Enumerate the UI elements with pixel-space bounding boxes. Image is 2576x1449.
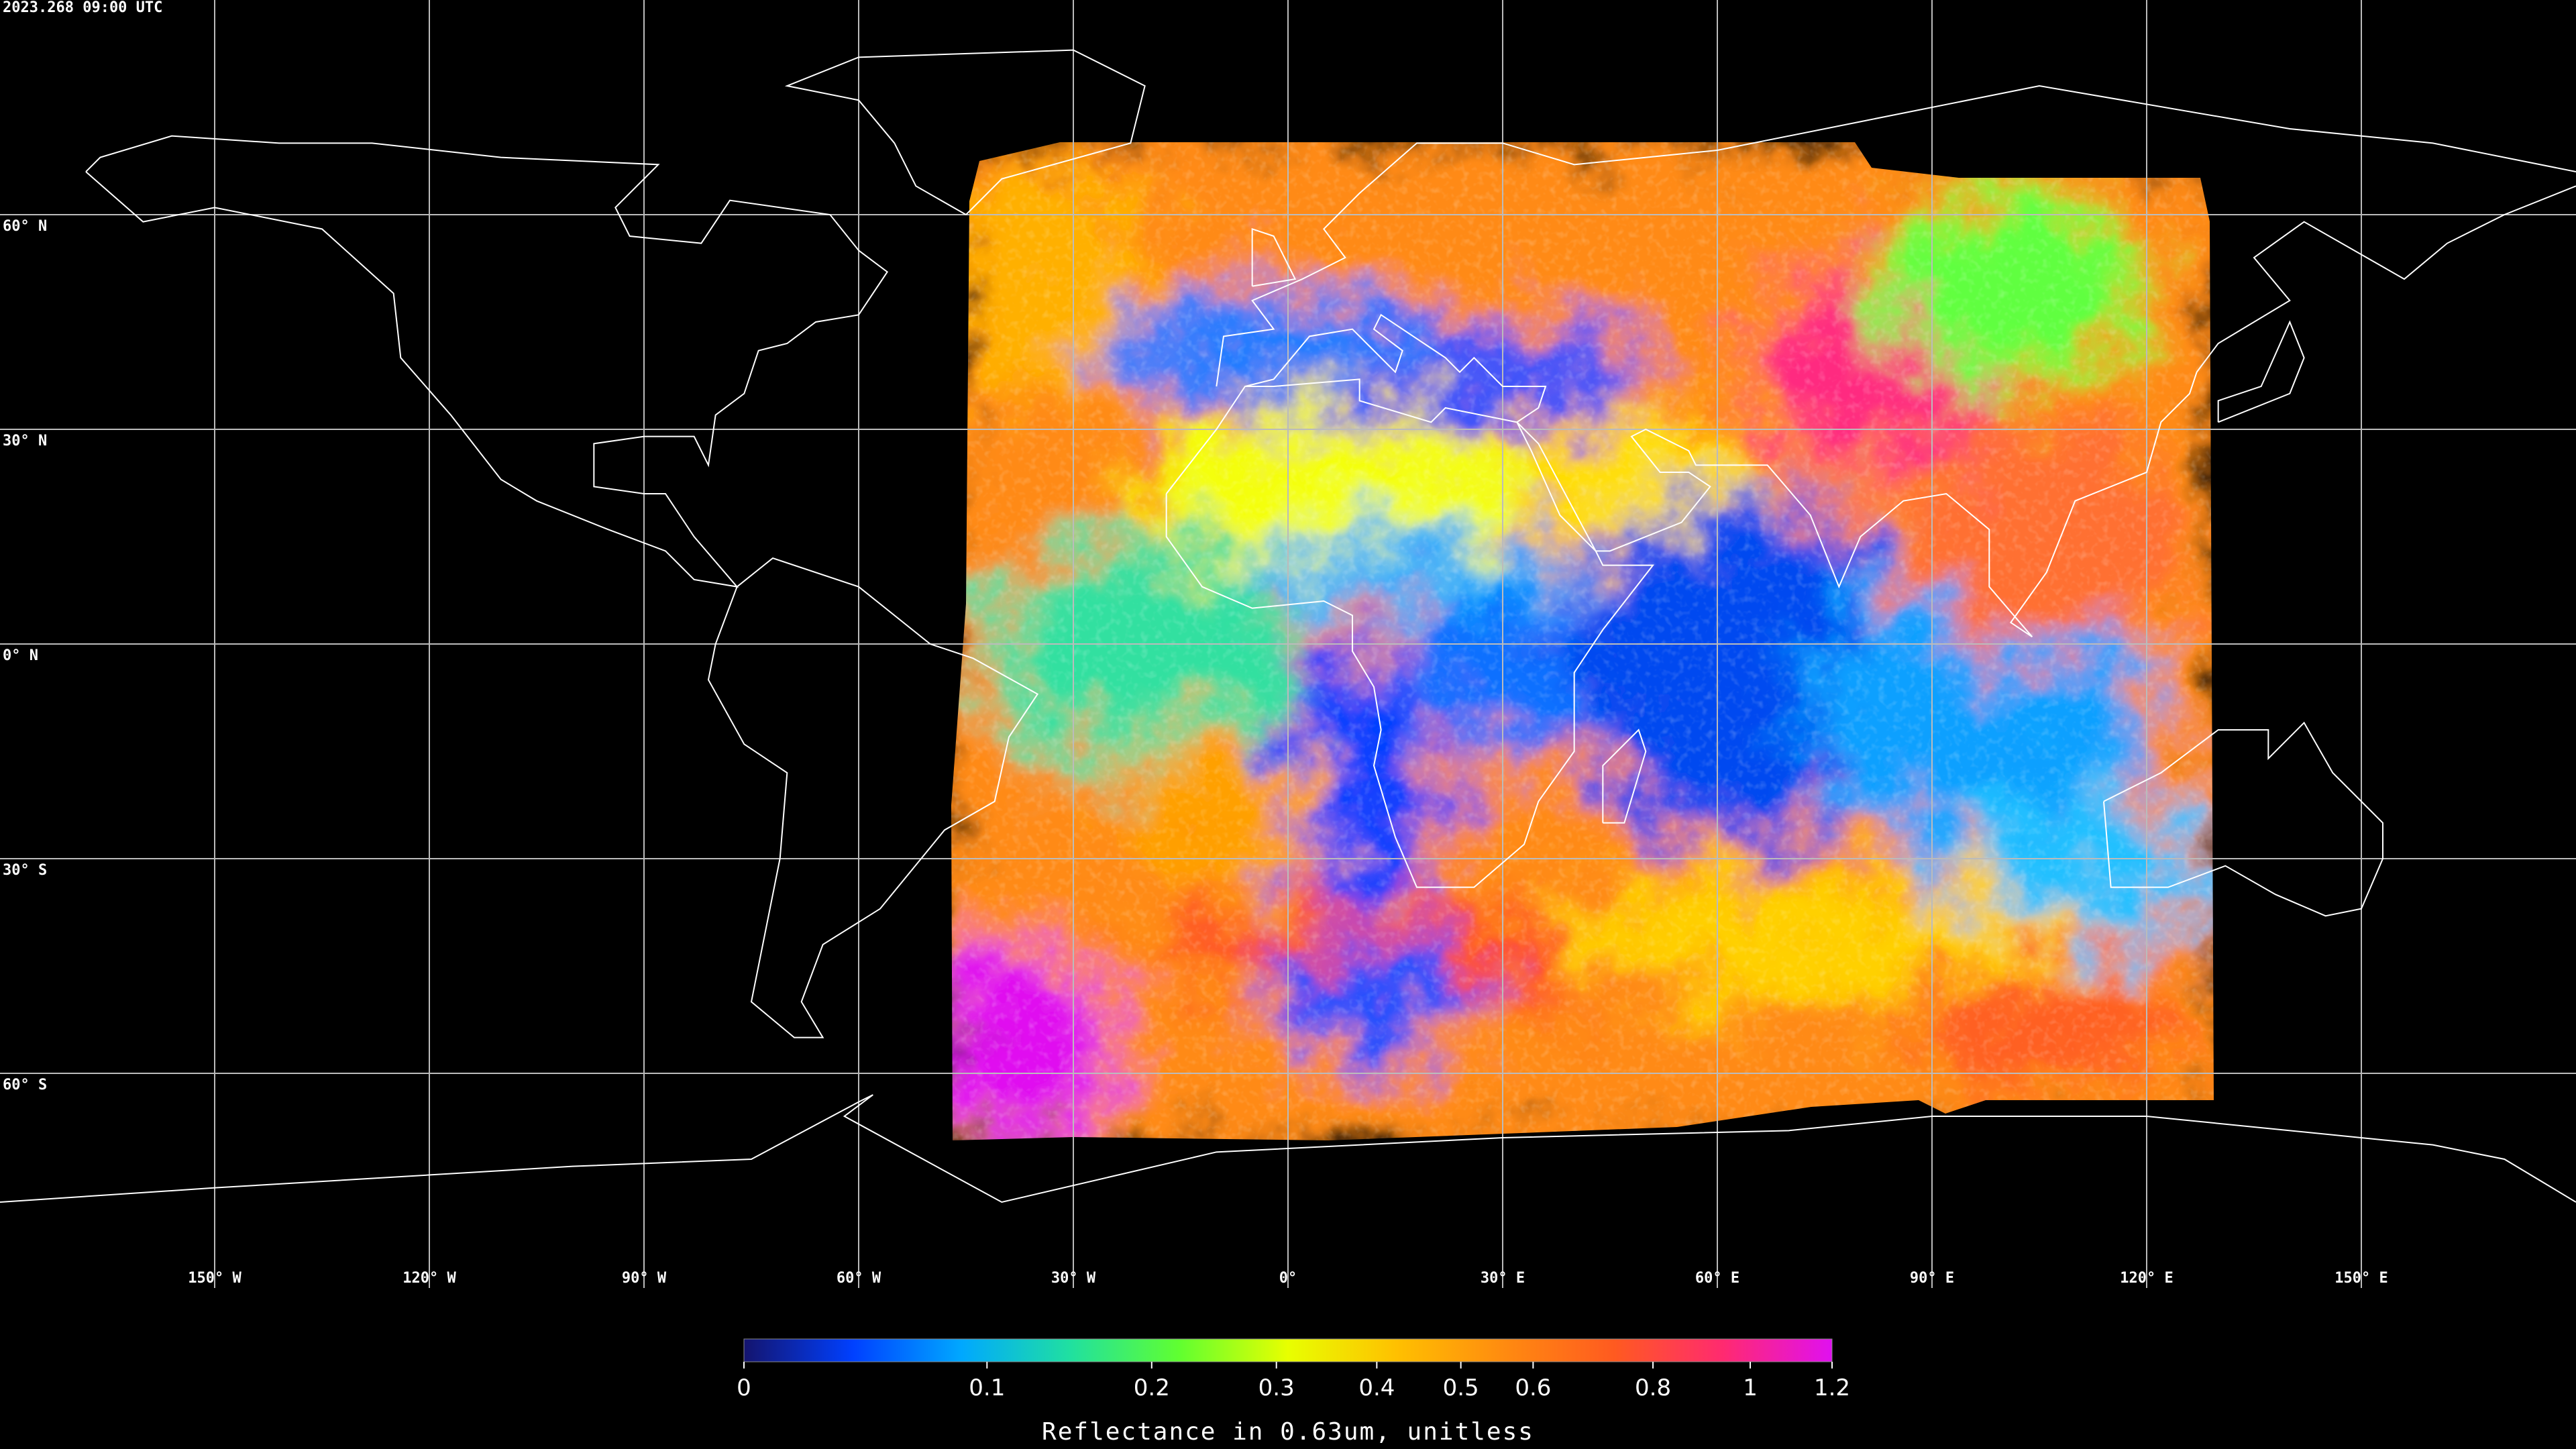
lon-label: 120° E: [2120, 1270, 2173, 1287]
coastline: [2217, 320, 2305, 423]
colorbar-tick-label: 0.2: [1134, 1375, 1170, 1401]
lon-label: 60° W: [837, 1270, 881, 1287]
coastline: [1216, 85, 2576, 387]
lon-label: 120° W: [402, 1270, 456, 1287]
satellite-imagery: [951, 142, 2214, 1140]
coastline: [707, 557, 1039, 1038]
lon-label: 30° E: [1481, 1270, 1525, 1287]
colorbar-tick-label: 0: [737, 1375, 751, 1401]
colorbar-tick-label: 0.6: [1515, 1375, 1551, 1401]
lat-label: 30° N: [3, 433, 47, 449]
colorbar-tick-label: 1: [1743, 1375, 1758, 1401]
coastline: [1602, 729, 1647, 824]
coastline: [0, 1094, 2576, 1203]
colorbar-tick-label: 1.2: [1814, 1375, 1850, 1401]
graticule: [0, 0, 2576, 1288]
colorbar-tick-label: 0.3: [1258, 1375, 1295, 1401]
colorbar-tick-label: 0.4: [1358, 1375, 1395, 1401]
coastline: [1244, 185, 2576, 638]
colorbar-tick-label: 0.5: [1443, 1375, 1479, 1401]
lat-label: 60° N: [3, 218, 47, 235]
lat-label: 60° S: [3, 1077, 47, 1093]
coastline: [1165, 378, 1655, 888]
colorbar: [743, 1338, 1833, 1362]
lon-label: 150° W: [188, 1270, 241, 1287]
coastline: [85, 135, 889, 588]
lon-label: 60° E: [1695, 1270, 1739, 1287]
lon-label: 0°: [1279, 1270, 1297, 1287]
lon-label: 90° E: [1910, 1270, 1954, 1287]
colorbar-title: Reflectance in 0.63um, unitless: [1042, 1418, 1534, 1446]
lat-label: 30° S: [3, 862, 47, 879]
lon-label: 30° W: [1051, 1270, 1096, 1287]
coastline: [1251, 227, 1297, 287]
lat-label: 0° N: [3, 647, 38, 664]
colorbar-tick-label: 0.8: [1635, 1375, 1671, 1401]
coastlines: [0, 49, 2576, 1203]
lon-label: 150° E: [2334, 1270, 2387, 1287]
colorbar-tick-label: 0.1: [969, 1375, 1005, 1401]
coastline: [2103, 721, 2383, 917]
timestamp: 2023.268 09:00 UTC: [3, 0, 162, 16]
coastline: [784, 49, 1146, 215]
lon-label: 90° W: [622, 1270, 667, 1287]
